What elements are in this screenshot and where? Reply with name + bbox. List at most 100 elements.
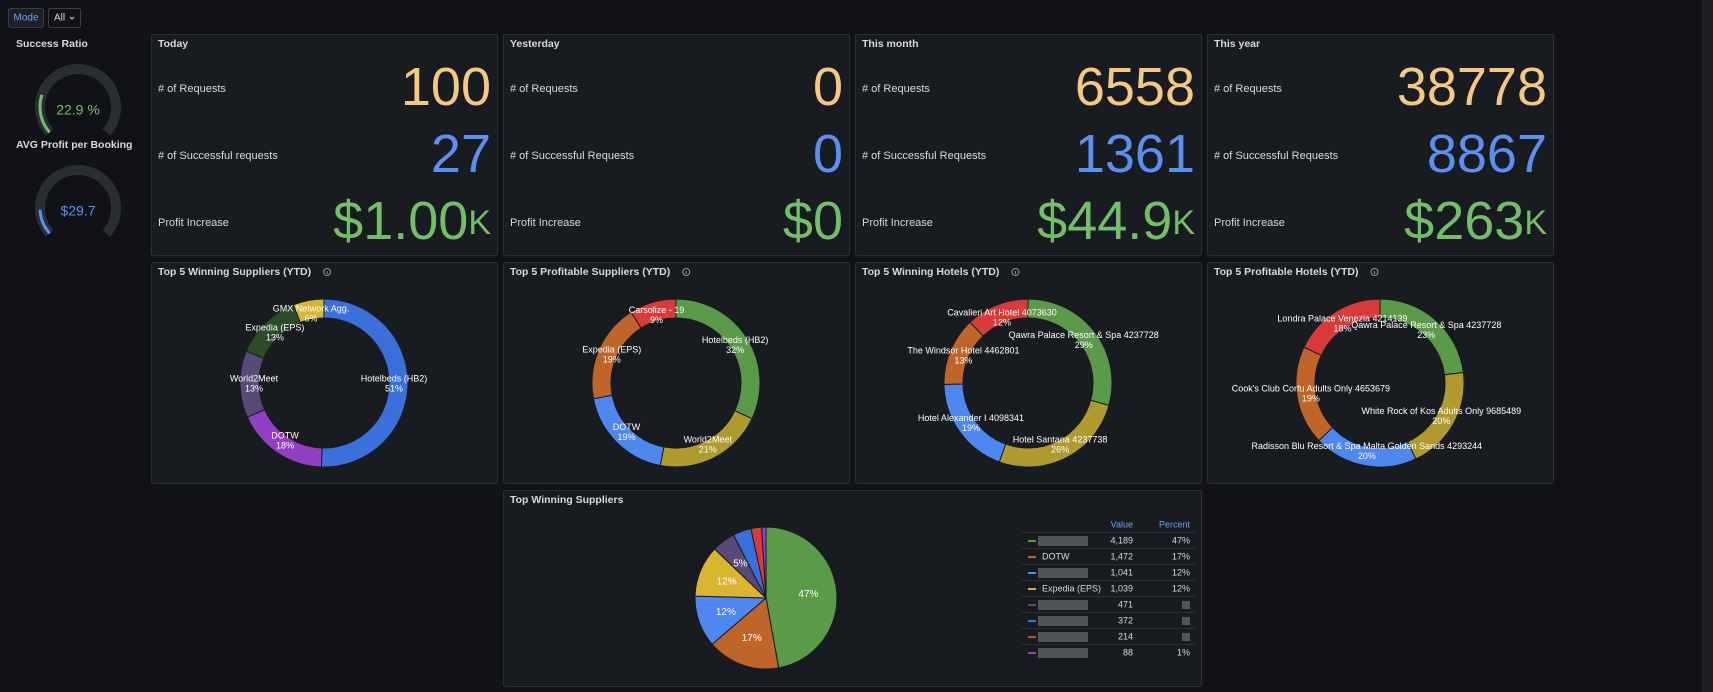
panel	[503, 262, 850, 484]
slice-percent: 18%	[1333, 323, 1351, 333]
legend-percent: 17%	[1172, 551, 1190, 561]
slice-percent: 29%	[1075, 340, 1093, 350]
stat-number: $44.9	[1037, 191, 1172, 251]
legend-percent: 12%	[1172, 567, 1190, 577]
donut-slice	[1303, 298, 1381, 356]
redacted-name	[1038, 536, 1088, 546]
legend-percent: 12%	[1172, 583, 1190, 593]
slice-name: Expedia (EPS)	[245, 322, 304, 332]
pie-slice	[711, 597, 780, 670]
legend-value: 88	[1123, 647, 1133, 657]
info-icon	[323, 268, 332, 276]
info-icon	[1370, 268, 1379, 276]
slice-label: 12%	[717, 576, 737, 587]
stat-value: $263K	[1404, 191, 1547, 251]
stat-label: # of Successful Requests	[510, 150, 635, 162]
legend-value: 372	[1118, 615, 1133, 625]
panel-title: Top 5 Winning Hotels (YTD)	[862, 266, 999, 278]
legend-value: 1,041	[1110, 567, 1133, 577]
legend-value: 1,472	[1110, 551, 1133, 561]
stat-number: 100	[401, 57, 491, 117]
stat-number: 6558	[1075, 57, 1195, 117]
stat-number: 1361	[1075, 124, 1195, 184]
panel-title: Yesterday	[510, 38, 560, 50]
stat-label: # of Requests	[1214, 83, 1282, 95]
redacted-percent	[1182, 633, 1190, 641]
slice-name: Radisson Blu Resort & Spa Malta Golden S…	[1252, 441, 1483, 451]
stat-label: Profit Increase	[510, 217, 581, 229]
stat-suffix: K	[1172, 204, 1195, 242]
stat-suffix: K	[468, 204, 491, 242]
stat-value: 0	[813, 124, 843, 184]
panel-title: Top 5 Winning Suppliers (YTD)	[158, 266, 311, 278]
panel-title: Top 5 Profitable Hotels (YTD)	[1214, 266, 1358, 278]
gauge-value: $29.7	[60, 203, 95, 219]
table-header: Value	[1111, 519, 1133, 529]
donut-slice	[630, 298, 677, 329]
mode-value[interactable]: All	[54, 13, 65, 24]
stat-number: 0	[813, 57, 843, 117]
slice-label: 5%	[733, 559, 748, 570]
redacted-name	[1038, 632, 1088, 642]
redacted-percent	[1182, 617, 1190, 625]
legend-percent: 1%	[1177, 647, 1190, 657]
stat-number: $1.00	[333, 191, 468, 251]
slice-name: Expedia (EPS)	[582, 345, 641, 355]
redacted-percent	[1182, 601, 1190, 609]
slice-percent: 19%	[617, 432, 635, 442]
panel	[1207, 34, 1554, 256]
slice-name: DOTW	[271, 431, 299, 441]
slice-percent: 26%	[1051, 445, 1069, 455]
scrollbar	[1702, 0, 1713, 692]
gauge-value: 22.9 %	[56, 102, 100, 118]
slice-name: Hotelbeds (HB2)	[361, 373, 428, 383]
panel	[503, 490, 1202, 687]
slice-name: DOTW	[613, 422, 641, 432]
stat-suffix: K	[1524, 204, 1547, 242]
donut-slice	[969, 298, 1029, 337]
mode-select[interactable]	[48, 8, 81, 28]
gauge-fill	[38, 94, 51, 134]
stat-label: # of Requests	[510, 83, 578, 95]
stat-label: # of Successful Requests	[1214, 150, 1339, 162]
slice-percent: 19%	[962, 423, 980, 433]
slice-name: Hotel Alexander I 4098341	[918, 413, 1024, 423]
stat-value: 6558	[1075, 57, 1195, 117]
slice-name: World2Meet	[230, 373, 279, 383]
slice-percent: 19%	[1302, 393, 1320, 403]
slice-name: Qawra Palace Resort & Spa 4237728	[1009, 330, 1159, 340]
slice-percent: 18%	[276, 441, 294, 451]
slice-name: The Windsor Hotel 4462801	[907, 345, 1019, 355]
slice-percent: 13%	[245, 383, 263, 393]
info-icon	[1011, 268, 1020, 276]
slice-name: Qawra Palace Resort & Spa 4237728	[1351, 320, 1501, 330]
slice-percent: 21%	[699, 445, 717, 455]
stat-number: $0	[783, 191, 843, 251]
stat-value: 38778	[1397, 57, 1547, 117]
slice-percent: 6%	[305, 314, 318, 324]
stat-value: $1.00K	[333, 191, 491, 251]
table-header: Percent	[1159, 519, 1191, 529]
stat-value: 0	[813, 57, 843, 117]
stat-label: # of Successful Requests	[862, 150, 987, 162]
slice-percent: 20%	[1432, 416, 1450, 426]
legend-percent: 47%	[1172, 535, 1190, 545]
gauge-title: AVG Profit per Booking	[16, 139, 132, 151]
stat-label: Profit Increase	[862, 217, 933, 229]
redacted-name	[1038, 616, 1088, 626]
stat-label: # of Requests	[158, 83, 226, 95]
panel-title: This month	[862, 38, 919, 50]
slice-percent: 19%	[603, 355, 621, 365]
slice-name: Hotel Santana 4237738	[1013, 435, 1108, 445]
slice-percent: 32%	[726, 345, 744, 355]
slice-name: Londra Palace Venezia 4214139	[1277, 313, 1407, 323]
panel-title: Top 5 Profitable Suppliers (YTD)	[510, 266, 670, 278]
stat-label: Profit Increase	[1214, 217, 1285, 229]
mode-label-box	[8, 8, 44, 28]
slice-percent: 20%	[1358, 451, 1376, 461]
panel-title: Today	[158, 38, 188, 50]
chevron	[69, 16, 75, 20]
slice-percent: 9%	[650, 315, 663, 325]
stat-value: 100	[401, 57, 491, 117]
